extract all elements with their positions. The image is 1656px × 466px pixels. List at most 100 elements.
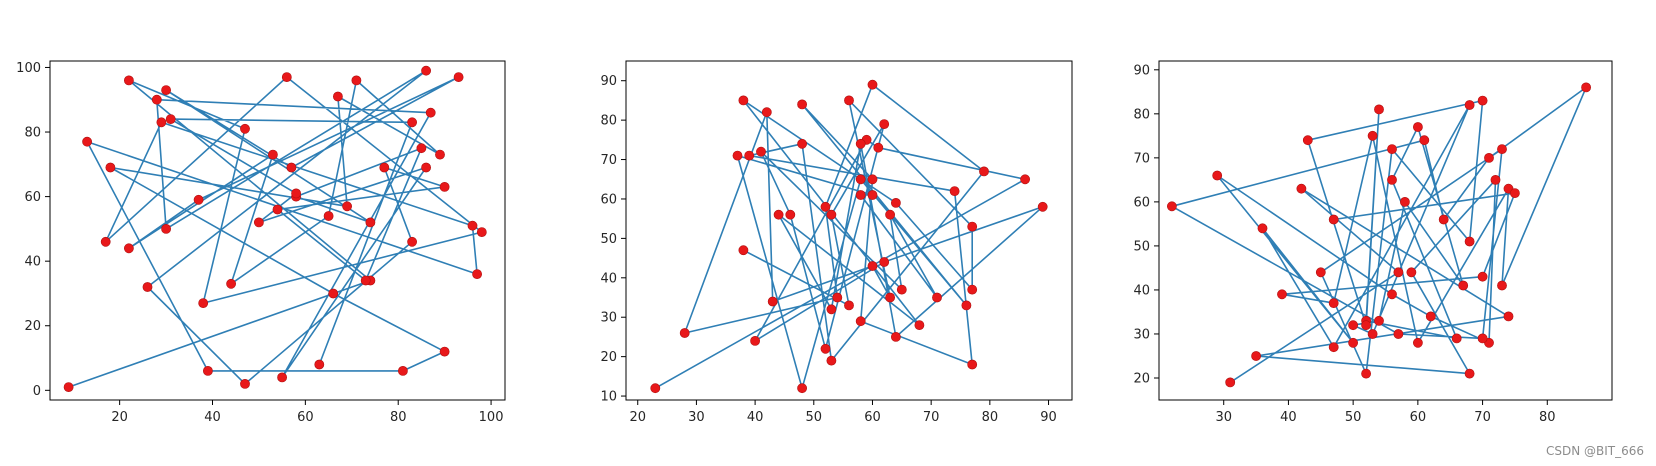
data-point [1458,280,1469,291]
data-point [1367,130,1378,141]
data-point [1419,135,1430,146]
data-point [932,292,942,303]
data-point [253,217,264,228]
y-tick-label: 40 [24,255,41,270]
data-point [1167,201,1177,212]
data-point [82,136,92,147]
data-point [738,95,749,106]
data-point [1425,311,1436,322]
x-tick-label: 50 [1345,410,1362,425]
x-tick-label: 80 [982,410,999,425]
data-point [198,298,209,308]
data-point [439,346,450,357]
data-point [407,236,417,247]
data-point [967,221,978,232]
data-point [1251,351,1261,361]
data-point [855,316,866,327]
data-point [1406,267,1417,278]
data-point [1361,320,1371,331]
data-point [1374,315,1384,326]
data-point [476,227,487,237]
data-point [891,197,901,208]
data-point [267,149,278,160]
data-point [342,201,352,212]
data-point [738,245,749,256]
data-point [161,85,171,95]
data-point [679,328,690,338]
data-point [750,335,760,346]
series-line [68,69,483,388]
axes-frame [625,60,1073,401]
data-point [867,190,878,200]
data-point [421,162,431,173]
data-point [281,72,292,82]
data-point [832,292,843,303]
data-point [100,236,111,247]
y-tick-label: 20 [24,319,41,334]
data-point [855,138,866,149]
data-point [826,355,837,366]
data-point [1484,152,1494,163]
x-tick-label: 60 [1410,410,1427,425]
data-point [63,382,74,392]
x-tick-label: 70 [1474,410,1491,425]
data-point [885,292,895,303]
x-tick-label: 50 [806,410,823,425]
data-point [416,143,427,154]
y-tick-label: 70 [600,153,617,168]
subplot-1: 20 40 60 80 100 0 20 40 60 80 100 [16,60,506,425]
data-point [867,261,878,271]
data-point [277,372,287,383]
data-point [323,211,334,221]
y-tick-label: 60 [600,192,617,207]
subplot-2: 20 30 40 50 60 70 80 90 10 20 30 40 50 60 70 80 90 [600,60,1073,425]
x-tick-label: 40 [204,410,221,425]
data-point [156,117,167,128]
data-point [1277,289,1287,300]
data-point [797,99,807,110]
data-point [1348,337,1358,348]
data-point [240,123,250,134]
data-point [1497,144,1507,154]
data-point [1020,174,1030,185]
data-point [151,94,162,105]
data-point [820,343,831,354]
data-point [885,209,895,220]
data-point [1510,188,1520,198]
data-point [1503,311,1514,322]
data-point [425,107,436,118]
data-point [744,150,755,161]
data-point [914,320,925,330]
series-line [654,83,1044,390]
data-point [1413,122,1423,132]
data-point [379,162,390,173]
data-point [1225,377,1236,388]
y-tick-label: 90 [1133,63,1150,78]
data-point [105,162,116,173]
data-point [891,331,901,342]
y-tick-label: 40 [1133,283,1150,298]
data-point [1477,95,1488,106]
data-point [979,166,989,177]
data-point [1451,333,1462,344]
data-point [1387,144,1397,154]
x-tick-label: 20 [629,410,646,425]
data-point [314,359,325,370]
data-point [365,217,376,228]
data-point [467,220,478,231]
data-point [826,209,837,220]
axes-frame [1158,60,1613,401]
data-point [1387,289,1397,300]
data-point [961,300,972,311]
data-point [407,117,417,128]
x-tick-label: 90 [1040,410,1057,425]
x-tick-label: 40 [1280,410,1297,425]
data-point [142,282,153,292]
y-tick-label: 30 [600,311,617,326]
data-point [1302,135,1313,146]
data-point [240,378,250,389]
data-point [1464,236,1475,247]
data-point [1367,329,1378,339]
data-point [286,162,297,173]
